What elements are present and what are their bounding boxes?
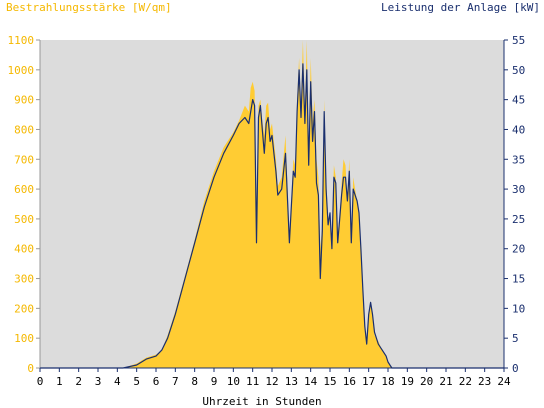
x-tick-label: 17 xyxy=(362,375,375,388)
y-left-tick-label: 200 xyxy=(14,302,34,315)
y-left-tick-label: 400 xyxy=(14,243,34,256)
y-right-tick-label: 55 xyxy=(512,34,525,47)
y-left-tick-label: 0 xyxy=(27,362,34,375)
left-axis-title: Bestrahlungsstärke [W/qm] xyxy=(6,1,172,14)
x-tick-label: 18 xyxy=(381,375,394,388)
y-left-tick-label: 900 xyxy=(14,94,34,107)
y-right-tick-label: 0 xyxy=(512,362,519,375)
x-tick-label: 5 xyxy=(133,375,140,388)
x-tick-label: 8 xyxy=(191,375,198,388)
y-right-tick-label: 25 xyxy=(512,213,525,226)
x-tick-label: 20 xyxy=(420,375,433,388)
y-left-tick-label: 1000 xyxy=(8,64,35,77)
x-axis-label: Uhrzeit in Stunden xyxy=(202,395,321,408)
x-tick-label: 4 xyxy=(114,375,121,388)
x-tick-label: 15 xyxy=(323,375,336,388)
y-left-tick-label: 500 xyxy=(14,213,34,226)
x-tick-label: 24 xyxy=(497,375,511,388)
x-tick-label: 2 xyxy=(75,375,82,388)
y-right-tick-label: 15 xyxy=(512,273,525,286)
x-tick-label: 7 xyxy=(172,375,179,388)
y-right-tick-label: 5 xyxy=(512,332,519,345)
x-tick-label: 11 xyxy=(246,375,259,388)
x-tick-label: 1 xyxy=(56,375,63,388)
y-right-tick-label: 35 xyxy=(512,153,525,166)
irradiance-area xyxy=(123,40,437,368)
y-right-tick-label: 30 xyxy=(512,183,525,196)
x-tick-label: 6 xyxy=(153,375,160,388)
y-left-tick-label: 700 xyxy=(14,153,34,166)
x-tick-label: 13 xyxy=(285,375,298,388)
x-tick-label: 12 xyxy=(265,375,278,388)
y-left-tick-label: 300 xyxy=(14,273,34,286)
y-left-tick-label: 100 xyxy=(14,332,34,345)
y-left-tick-label: 600 xyxy=(14,183,34,196)
x-tick-label: 9 xyxy=(211,375,218,388)
x-tick-label: 0 xyxy=(37,375,44,388)
x-tick-label: 16 xyxy=(343,375,356,388)
y-right-tick-label: 20 xyxy=(512,243,525,256)
y-right-tick-label: 10 xyxy=(512,302,525,315)
x-tick-label: 3 xyxy=(95,375,102,388)
y-right-tick-label: 40 xyxy=(512,123,525,136)
x-tick-label: 10 xyxy=(227,375,240,388)
y-right-tick-label: 50 xyxy=(512,64,525,77)
x-tick-label: 14 xyxy=(304,375,318,388)
x-tick-label: 21 xyxy=(439,375,452,388)
series-layer xyxy=(40,40,504,369)
y-right-tick-label: 45 xyxy=(512,94,525,107)
x-tick-label: 19 xyxy=(401,375,414,388)
x-tick-label: 22 xyxy=(459,375,472,388)
right-axis-title: Leistung der Anlage [kW] xyxy=(381,1,540,14)
y-left-tick-label: 800 xyxy=(14,123,34,136)
x-tick-label: 23 xyxy=(478,375,491,388)
power-line xyxy=(40,63,504,369)
y-left-tick-label: 1100 xyxy=(8,34,35,47)
ticks-layer: 0100200300400500600700800900100011000510… xyxy=(8,34,526,388)
